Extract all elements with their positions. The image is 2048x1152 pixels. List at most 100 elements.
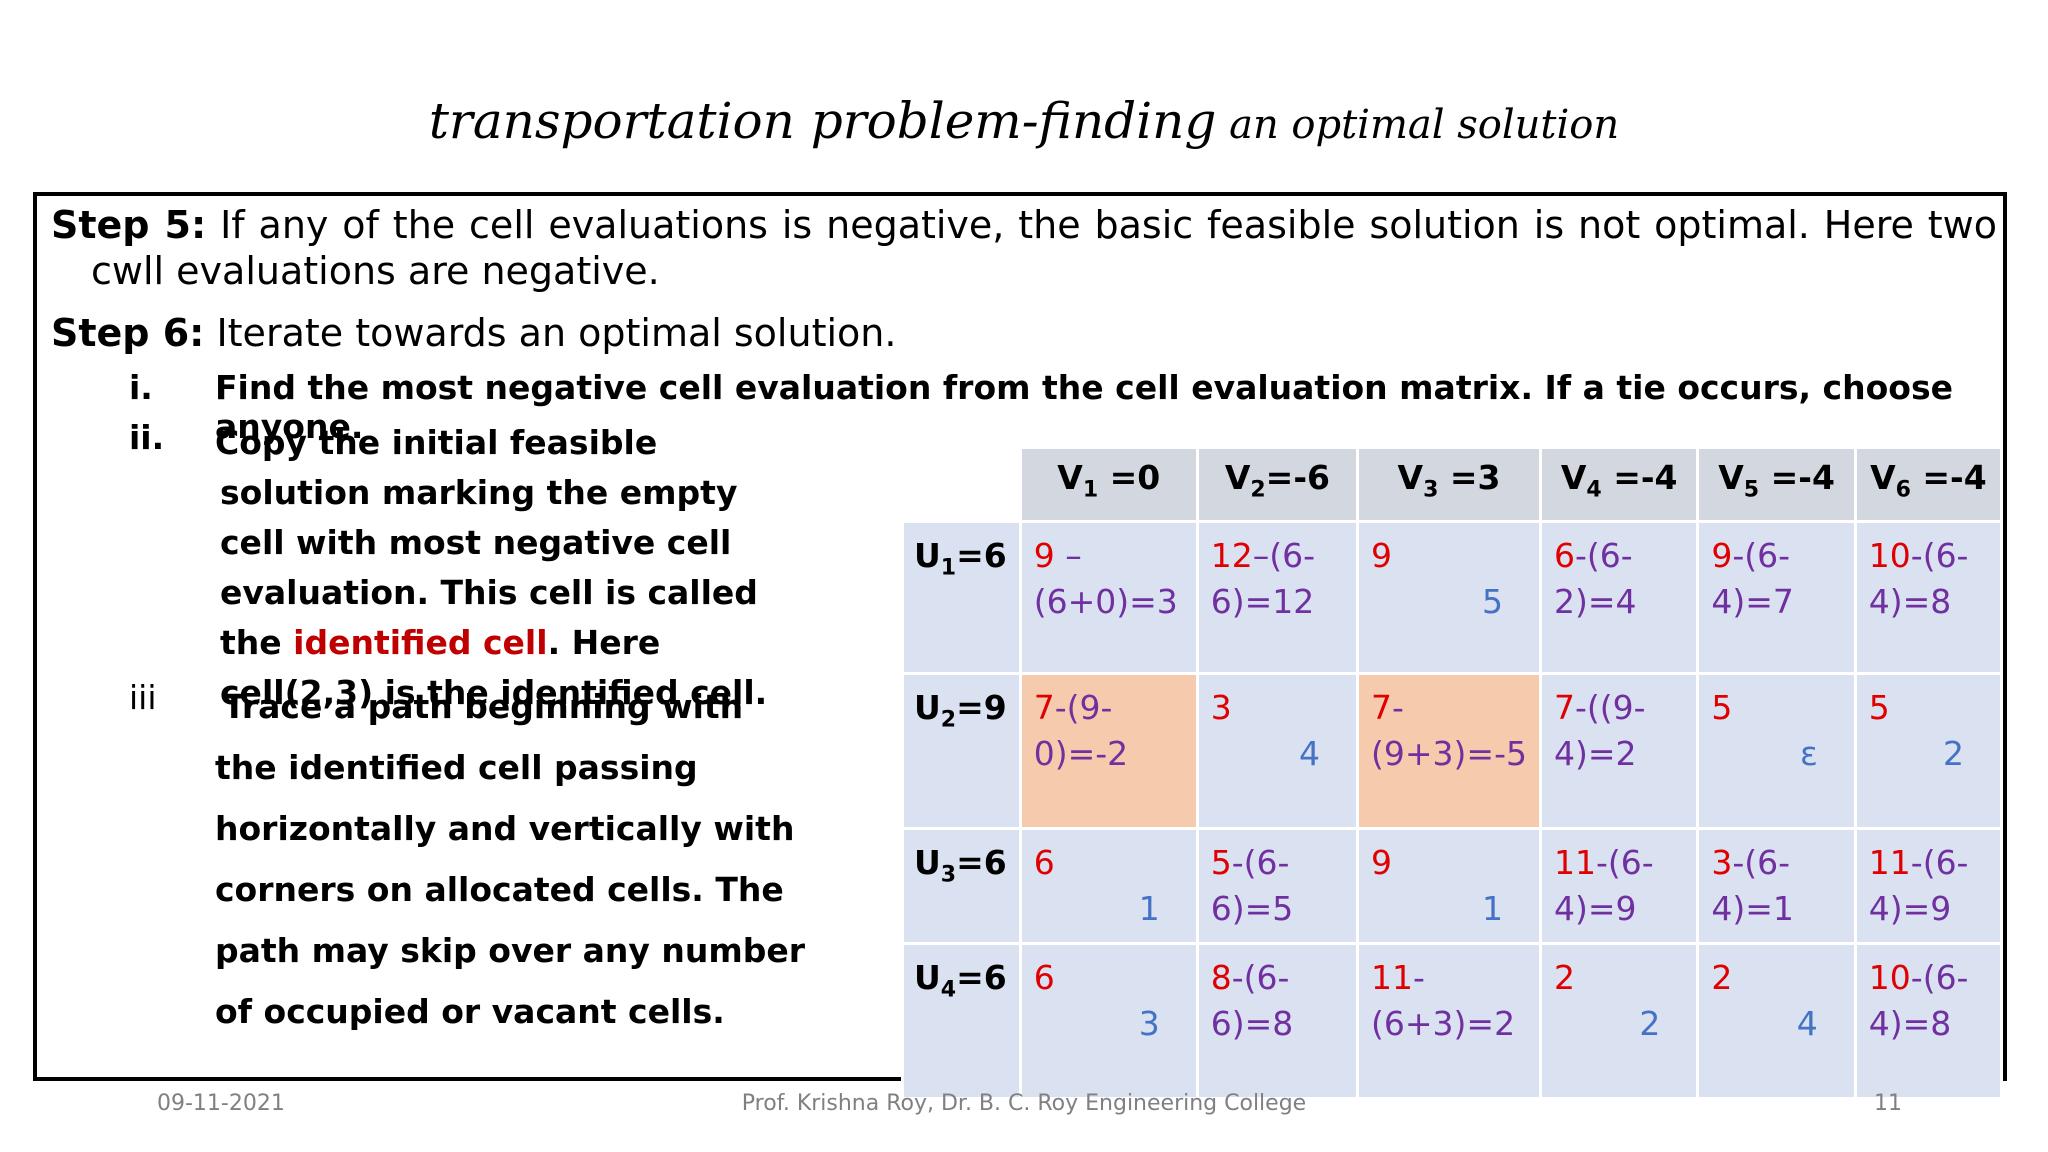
row-header: U4=6	[901, 941, 1022, 1100]
substep-text-part: Copy the initial feasible solution marki…	[215, 423, 758, 662]
cell: 7-((9-4)=2	[1538, 671, 1700, 830]
cost: 5	[1711, 687, 1733, 727]
row: U2=9 7-(9-0)=-2 3 4 7-(9+3)=-5 7-((9-4)=2 5 ε 5 2	[901, 671, 2004, 830]
content-box: Step 5: If any of the cell evaluations i…	[33, 192, 2007, 1100]
cost: 6	[1553, 535, 1575, 575]
cost: 5	[1868, 687, 1890, 727]
cell: 11-(6-4)=9	[1853, 826, 2004, 945]
value: =6	[956, 535, 1007, 575]
step: Step 5: If any of the cell evaluations i…	[51, 202, 1997, 294]
value: =3	[1438, 458, 1501, 497]
col-header: V6 =-4	[1853, 446, 2004, 523]
step-text: If any of the cell evaluations is negati…	[91, 203, 1997, 293]
cost: 9	[1371, 842, 1393, 882]
cell: 12–(6-6)=12	[1195, 519, 1360, 675]
allocation: 2	[1639, 1003, 1661, 1043]
value: =6	[956, 842, 1007, 882]
cost: 12	[1210, 535, 1253, 575]
var: V	[1870, 458, 1896, 497]
subscript: 1	[940, 555, 957, 581]
footer-author: Prof. Krishna Roy, Dr. B. C. Roy Enginee…	[741, 1091, 1307, 1116]
title-rest: an optimal solution	[1216, 102, 1620, 148]
cost: 8	[1210, 957, 1232, 997]
cost: 5	[1210, 842, 1232, 882]
cost: 7	[1371, 687, 1393, 727]
substep-marker: iii	[129, 678, 157, 717]
cell: 3-(6-4)=1	[1696, 826, 1857, 945]
allocation: 5	[1481, 581, 1503, 621]
var: U	[914, 842, 941, 882]
subscript: 4	[1586, 477, 1602, 503]
cost: 10	[1868, 957, 1911, 997]
allocation: 1	[1138, 888, 1160, 928]
col-header: V1 =0	[1018, 446, 1199, 523]
cell: 8-(6-6)=8	[1195, 941, 1360, 1100]
var: V	[1057, 458, 1083, 497]
var: U	[914, 687, 941, 727]
cost: 11	[1553, 842, 1596, 882]
evaluation: -(6-4)=7	[1711, 535, 1794, 621]
cost: 2	[1711, 957, 1733, 997]
cell: 11-(6+3)=2	[1356, 941, 1542, 1100]
subscript: 4	[940, 977, 957, 1003]
allocation: 4	[1299, 733, 1321, 773]
var: V	[1397, 458, 1424, 497]
col-header: V3 =3	[1356, 446, 1542, 523]
cell: 10-(6-4)=8	[1853, 519, 2004, 675]
title: transportation problem-finding an optima…	[0, 92, 2048, 150]
subscript: 2	[940, 707, 957, 733]
value: =6	[956, 957, 1007, 997]
col-header: V4 =-4	[1538, 446, 1700, 523]
substep-marker: i.	[129, 368, 153, 407]
row-header: U2=9	[901, 671, 1022, 830]
cost: 9	[1711, 535, 1733, 575]
substep-text: Trace a path beginning with the identifi…	[215, 687, 806, 1031]
substep-text: Find the most negative cell evaluation f…	[215, 368, 1953, 446]
cost: 10	[1868, 535, 1911, 575]
row-header: U1=6	[901, 519, 1022, 675]
evaluation: -(6-6)=5	[1210, 842, 1294, 928]
cell: 10-(6-4)=8	[1853, 941, 2004, 1100]
evaluation: -(6-6)=8	[1210, 957, 1294, 1043]
evaluation: -(6-4)=1	[1711, 842, 1794, 928]
subscript: 3	[1423, 477, 1439, 503]
cost: 11	[1371, 957, 1414, 997]
cost: 9	[1371, 535, 1393, 575]
step: Step 6: Iterate towards an optimal solut…	[51, 310, 1997, 356]
evaluation: -(6-2)=4	[1553, 535, 1637, 621]
cost: 3	[1210, 687, 1232, 727]
cost: 7	[1033, 687, 1055, 727]
step-text: Iterate towards an optimal solution.	[204, 311, 897, 355]
cost: 6	[1033, 957, 1055, 997]
cell: 7-(9+3)=-5	[1356, 671, 1542, 830]
allocation: 3	[1138, 1003, 1160, 1043]
substep-text: Copy the initial feasible solution marki…	[215, 418, 790, 718]
var: U	[914, 535, 941, 575]
cost: 7	[1553, 687, 1575, 727]
row: U1=6 9 –(6+0)=3 12–(6-6)=12 9 5 6-(6-2)=4 9-(6…	[901, 519, 2004, 675]
var: V	[1560, 458, 1587, 497]
cost: 3	[1711, 842, 1733, 882]
value: =-6	[1265, 458, 1330, 497]
evaluation: -(6-4)=8	[1868, 957, 1969, 1043]
cell: 6-(6-2)=4	[1538, 519, 1700, 675]
cost: 6	[1033, 842, 1055, 882]
evaluation: -(9-0)=-2	[1033, 687, 1129, 773]
value: =-4	[1601, 458, 1678, 497]
footer-date: 09-11-2021	[157, 1091, 285, 1116]
step-label: Step 6:	[51, 311, 205, 355]
var: V	[1224, 458, 1251, 497]
header-row: V1 =0 V2=-6 V3 =3 V4 =-4 V5 =-4 V6 =-4	[901, 446, 2004, 523]
allocation: 2	[1943, 733, 1964, 773]
substep-text-part: . Here cell(2,3) is the identified cell.	[220, 623, 768, 712]
evaluation: -(6-4)=9	[1868, 842, 1969, 928]
row: U4=6 6 3 8-(6-6)=8 11-(6+3)=2 2 2 2 4 10-(6-4)=8	[901, 941, 2004, 1100]
